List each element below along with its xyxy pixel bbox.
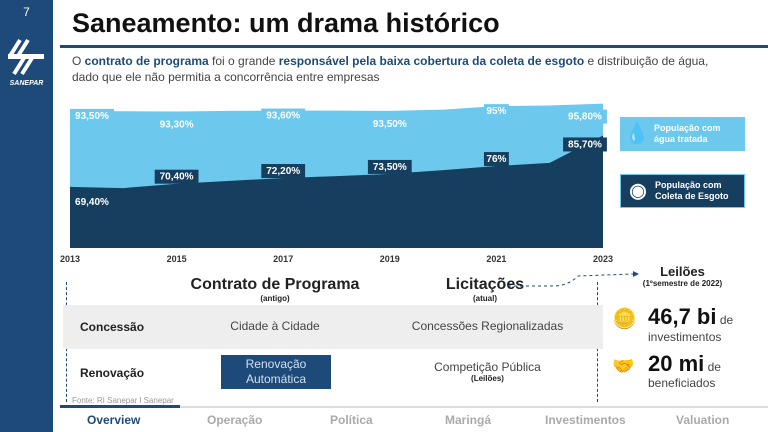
data-label: 73,50% bbox=[373, 162, 407, 173]
sidebar: 7 SANEPAR bbox=[0, 0, 53, 432]
source-note: Fonte: RI Sanepar l Sanepar bbox=[72, 396, 174, 405]
water-drop-icon: 💧 bbox=[624, 122, 650, 145]
sub-text: foi o grande bbox=[208, 54, 279, 68]
cell: Competição Pública (Leilões) bbox=[405, 360, 570, 383]
auctions-header: Leilões (1ºsemestre de 2022) bbox=[615, 264, 750, 288]
stat-de: de bbox=[704, 360, 721, 374]
data-label: 69,40% bbox=[75, 197, 109, 208]
stat-de: de bbox=[716, 313, 734, 327]
data-label: 70,40% bbox=[160, 172, 194, 183]
title-divider bbox=[60, 45, 768, 48]
nav-maringa[interactable]: Maringá bbox=[445, 413, 492, 427]
legend-water: 💧 População com água tratada bbox=[620, 117, 745, 151]
data-label-bg bbox=[154, 117, 199, 132]
legend-label: População com bbox=[654, 123, 721, 133]
col-title: Licitações bbox=[445, 276, 525, 293]
sub-text: O bbox=[72, 54, 85, 68]
legend-label: Coleta de Esgoto bbox=[655, 191, 729, 201]
data-label: 72,20% bbox=[266, 166, 300, 177]
col-contrato: Contrato de Programa (antigo) bbox=[170, 276, 380, 303]
sanepar-logo-icon bbox=[8, 38, 44, 76]
nav-politica[interactable]: Política bbox=[330, 413, 373, 427]
cell-highlight: Renovação Automática bbox=[221, 355, 331, 389]
row-label: Renovação bbox=[80, 366, 145, 380]
data-label: 76% bbox=[486, 154, 506, 165]
data-label-bg bbox=[483, 104, 509, 119]
legend-label: água tratada bbox=[654, 134, 708, 144]
coverage-area-chart: 93,50% 93,30% 93,60% 93,50% 95% 95,80% 69,40% 7… bbox=[60, 103, 613, 264]
area-series-1 bbox=[70, 135, 603, 248]
cell: Concessões Regionalizadas bbox=[411, 319, 564, 333]
data-label-bg bbox=[483, 152, 509, 167]
data-label-bg bbox=[261, 164, 306, 179]
x-tick-label: 2015 bbox=[167, 254, 187, 264]
stat-label: beneficiados bbox=[648, 376, 716, 390]
data-label: 93,50% bbox=[75, 111, 109, 122]
x-tick-label: 2019 bbox=[380, 254, 400, 264]
table-row-concessao bbox=[63, 305, 603, 349]
stat-value: 46,7 bi bbox=[648, 304, 717, 329]
data-label-bg bbox=[367, 116, 412, 131]
x-tick-label: 2021 bbox=[486, 254, 506, 264]
legend-label: População com bbox=[655, 180, 722, 190]
nav-active-indicator bbox=[60, 405, 180, 408]
data-label-bg bbox=[70, 108, 114, 123]
legend-sewage: ◉ População com Coleta de Esgoto bbox=[620, 174, 745, 208]
x-tick-label: 2023 bbox=[593, 254, 613, 264]
sub-bold: responsável pela baixa cobertura da cole… bbox=[278, 54, 585, 68]
col-sub: (antigo) bbox=[260, 294, 290, 303]
nav-valuation[interactable]: Valuation bbox=[676, 413, 730, 427]
sewer-pipe-icon: ◉ bbox=[629, 179, 647, 202]
nav-line bbox=[60, 406, 768, 408]
dashed-arrow-icon bbox=[508, 271, 639, 287]
cell-text: Automática bbox=[245, 372, 307, 386]
auctions-subtitle: (1ºsemestre de 2022) bbox=[642, 279, 723, 288]
cell-sub: (Leilões) bbox=[471, 374, 504, 383]
sub-bold: contrato de programa bbox=[84, 54, 209, 68]
data-label: 93,30% bbox=[160, 120, 194, 131]
logo-text: SANEPAR bbox=[9, 80, 44, 87]
subtitle: O contrato de programa foi o grande resp… bbox=[72, 53, 732, 85]
nav-investimentos[interactable]: Investimentos bbox=[545, 413, 626, 427]
data-label: 93,50% bbox=[373, 119, 407, 130]
data-label-bg bbox=[261, 108, 306, 123]
col-title: Contrato de Programa bbox=[190, 276, 360, 293]
cell-text: Renovação bbox=[245, 357, 307, 371]
handshake-icon: 🤝 bbox=[612, 356, 635, 376]
data-label: 85,70% bbox=[568, 139, 602, 150]
data-label-bg bbox=[70, 194, 114, 209]
auctions-title: Leilões bbox=[660, 264, 705, 279]
sub-text: e distribuição de água, dado que ele não… bbox=[72, 54, 709, 84]
nav-overview[interactable]: Overview bbox=[87, 413, 141, 427]
coins-icon: 🪙 bbox=[612, 308, 637, 330]
page-number: 7 bbox=[23, 5, 30, 19]
data-label-bg bbox=[367, 159, 412, 174]
data-label-bg bbox=[154, 169, 199, 184]
page-title: Saneamento: um drama histórico bbox=[72, 8, 500, 38]
beneficiaries-stat: 20 mi de bbox=[648, 351, 721, 377]
cell-text: Competição Pública bbox=[434, 360, 541, 374]
col-sub: (atual) bbox=[473, 294, 497, 303]
col-licitacoes: Licitações (atual) bbox=[420, 276, 550, 303]
nav-operacao[interactable]: Operação bbox=[207, 413, 263, 427]
x-tick-label: 2017 bbox=[273, 254, 293, 264]
data-label: 93,60% bbox=[266, 111, 300, 122]
data-label: 95,80% bbox=[568, 112, 602, 123]
data-label-bg bbox=[563, 109, 607, 124]
stat-label: investimentos bbox=[648, 330, 722, 344]
data-label-bg bbox=[563, 137, 607, 152]
row-label: Concessão bbox=[80, 320, 145, 334]
stat-value: 20 mi bbox=[648, 351, 705, 376]
investments-stat: 46,7 bi de bbox=[648, 304, 733, 330]
x-tick-label: 2013 bbox=[60, 254, 80, 264]
cell: Cidade à Cidade bbox=[230, 319, 320, 333]
data-label: 95% bbox=[486, 106, 506, 117]
